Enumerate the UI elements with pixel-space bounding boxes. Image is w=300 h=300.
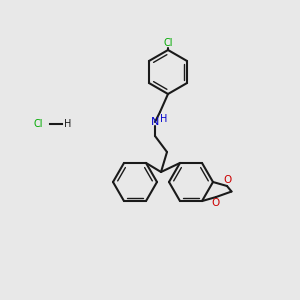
- Text: Cl: Cl: [163, 38, 173, 48]
- Text: O: O: [212, 198, 220, 208]
- Text: H: H: [64, 119, 72, 129]
- Text: Cl: Cl: [33, 119, 43, 129]
- Text: H: H: [160, 114, 168, 124]
- Text: N: N: [151, 117, 159, 127]
- Text: O: O: [223, 175, 231, 185]
